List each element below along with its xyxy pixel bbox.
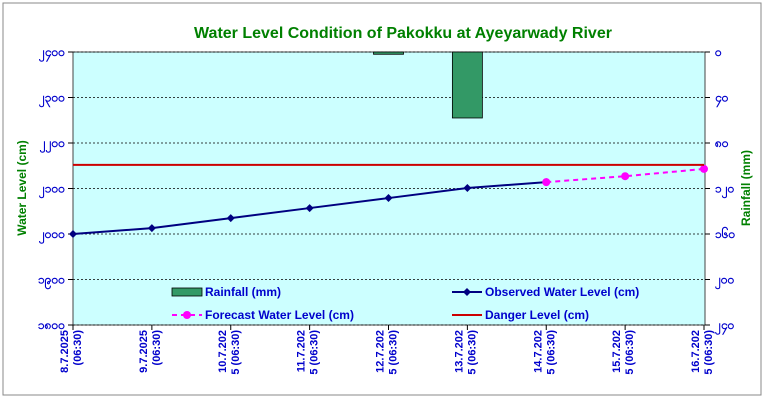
y2-tick-label: ၈၀ xyxy=(714,136,729,150)
point xyxy=(69,230,77,238)
y-tick-label: ၂၁၀၀ xyxy=(38,182,65,200)
point xyxy=(384,194,393,203)
y-tick-label: ၂၃၀၀ xyxy=(38,91,65,109)
point xyxy=(700,164,708,173)
x-tick-label: 12.7.202 xyxy=(375,330,387,373)
y-tick-label: ၁၉၀၀ xyxy=(38,273,65,291)
y2-tick-label: ၁၆၀ xyxy=(715,225,736,241)
y-tick-label: ၂၄၀၀ xyxy=(38,45,65,63)
chart-title: Water Level Condition of Pakokku at Ayey… xyxy=(194,25,612,42)
x-tick-label: 5 (06:30) xyxy=(624,330,636,375)
x-tick-label: 5 (06:30) xyxy=(388,330,400,375)
x-tick-label: 14.7.202 xyxy=(532,330,544,373)
x-tick-label: 8.7.2025 xyxy=(59,330,71,373)
x-tick-label: 10.7.202 xyxy=(217,330,229,373)
x-tick-label: (06:30) xyxy=(72,330,84,366)
x-tick-label: 15.7.202 xyxy=(611,330,623,373)
legend-label: Forecast Water Level (cm) xyxy=(205,308,354,322)
point xyxy=(147,224,156,233)
y2-axis-title: Rainfall (mm) xyxy=(739,150,753,226)
point xyxy=(542,178,551,187)
rain-bar xyxy=(373,51,404,55)
rain-bar xyxy=(451,51,483,119)
y2-tick-label: ၂၀၀ xyxy=(714,273,735,291)
x-tick-label: 5 (06:30) xyxy=(703,330,715,375)
legend-label: Rainfall (mm) xyxy=(205,285,281,299)
y-tick-label: ၂၀၀၀ xyxy=(38,227,65,245)
legend-swatch xyxy=(171,287,203,297)
y-tick-label: ၂၂၀၀ xyxy=(39,136,66,154)
x-tick-label: 9.7.2025 xyxy=(138,330,150,373)
point xyxy=(305,204,314,213)
point xyxy=(226,214,235,223)
x-tick-label: 16.7.202 xyxy=(690,330,702,373)
y2-tick-label: ၀ xyxy=(714,45,722,59)
point xyxy=(463,184,472,193)
legend-label: Observed Water Level (cm) xyxy=(485,285,639,299)
y-tick-label: ၁၈၀၀ xyxy=(38,318,65,332)
point xyxy=(621,172,630,181)
legend-marker xyxy=(183,311,191,319)
y2-tick-label: ၂၄၀ xyxy=(714,318,735,336)
x-tick-label: (06:30) xyxy=(151,330,163,366)
x-tick-label: 5 (06:30) xyxy=(545,330,557,375)
x-tick-label: 5 (06:30) xyxy=(230,330,242,375)
x-tick-label: 13.7.202 xyxy=(453,330,465,373)
y-axis-title: Water Level (cm) xyxy=(15,140,29,236)
x-tick-label: 5 (06:30) xyxy=(309,330,321,375)
legend-marker xyxy=(463,288,471,296)
x-tick-label: 5 (06:30) xyxy=(466,330,478,375)
legend-label: Danger Level (cm) xyxy=(485,308,589,322)
x-tick-label: 11.7.202 xyxy=(296,330,308,372)
y2-tick-label: ၁၂၀ xyxy=(715,182,735,200)
y2-tick-label: ၄၀ xyxy=(714,91,729,109)
